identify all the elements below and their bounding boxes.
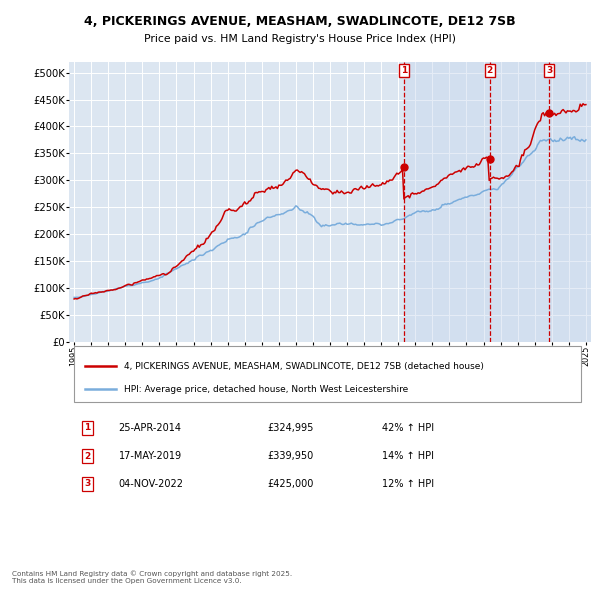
Bar <box>404 62 591 342</box>
FancyBboxPatch shape <box>74 346 581 402</box>
Text: £324,995: £324,995 <box>268 422 314 432</box>
Text: Price paid vs. HM Land Registry's House Price Index (HPI): Price paid vs. HM Land Registry's House … <box>144 34 456 44</box>
Text: £425,000: £425,000 <box>268 478 314 489</box>
Text: 2: 2 <box>487 65 493 74</box>
Text: Contains HM Land Registry data © Crown copyright and database right 2025.
This d: Contains HM Land Registry data © Crown c… <box>12 571 292 584</box>
Text: 1: 1 <box>84 423 91 432</box>
Text: 42% ↑ HPI: 42% ↑ HPI <box>382 422 434 432</box>
Text: 4, PICKERINGS AVENUE, MEASHAM, SWADLINCOTE, DE12 7SB (detached house): 4, PICKERINGS AVENUE, MEASHAM, SWADLINCO… <box>124 362 484 371</box>
Text: 4, PICKERINGS AVENUE, MEASHAM, SWADLINCOTE, DE12 7SB: 4, PICKERINGS AVENUE, MEASHAM, SWADLINCO… <box>84 15 516 28</box>
Text: HPI: Average price, detached house, North West Leicestershire: HPI: Average price, detached house, Nort… <box>124 385 408 394</box>
Text: £339,950: £339,950 <box>268 451 314 461</box>
Text: 12% ↑ HPI: 12% ↑ HPI <box>382 478 434 489</box>
Text: 3: 3 <box>546 65 552 74</box>
Text: 17-MAY-2019: 17-MAY-2019 <box>119 451 182 461</box>
Text: 14% ↑ HPI: 14% ↑ HPI <box>382 451 434 461</box>
Text: 2: 2 <box>84 452 91 461</box>
Text: 1: 1 <box>401 65 407 74</box>
Text: 04-NOV-2022: 04-NOV-2022 <box>119 478 184 489</box>
Text: 25-APR-2014: 25-APR-2014 <box>119 422 182 432</box>
Text: 3: 3 <box>84 479 91 488</box>
